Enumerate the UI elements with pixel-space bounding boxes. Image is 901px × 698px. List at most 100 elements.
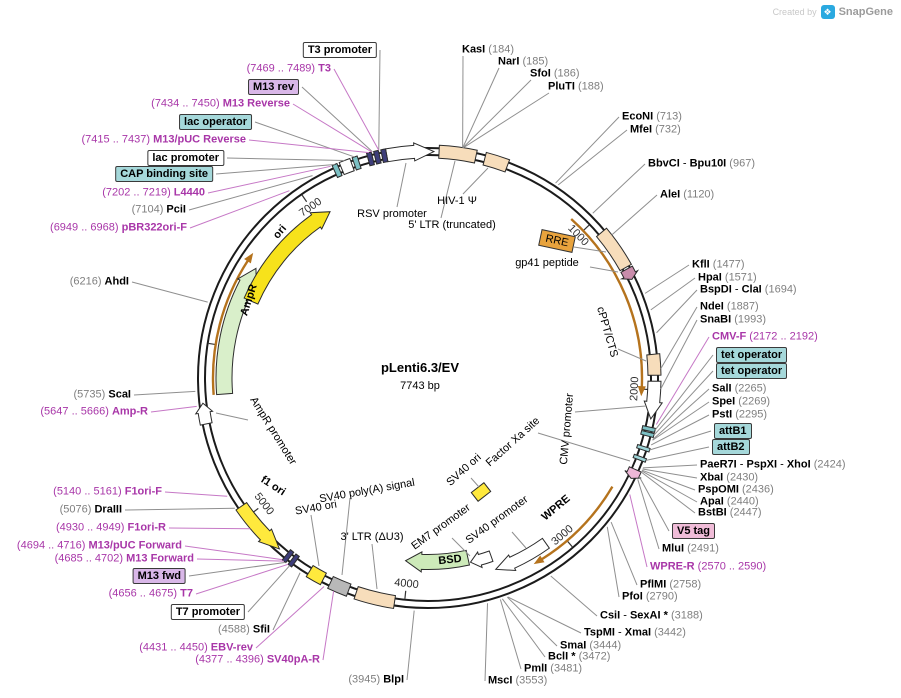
feature-label-cppt-cts[interactable]: cPPT/CTS: [594, 305, 620, 358]
feature-f1-ori[interactable]: [235, 501, 281, 550]
site-label-spei[interactable]: SpeI (2269): [712, 396, 770, 409]
site-label-m13-rev[interactable]: M13 rev: [248, 79, 299, 95]
feature-label-rre[interactable]: RRE: [538, 229, 576, 253]
site-label-kfli[interactable]: KflI (1477): [692, 259, 745, 272]
feature-sv40-ori-ring[interactable]: [305, 564, 328, 586]
site-label-ndei[interactable]: NdeI (1887): [700, 301, 759, 314]
site-label-pcii[interactable]: (7104) PciI: [132, 204, 186, 217]
feature-label-em7-promoter[interactable]: EM7 promoter: [409, 501, 473, 552]
site-label-lac-promoter[interactable]: lac promoter: [147, 150, 224, 166]
feature-label-hiv1-psi[interactable]: HIV-1 Ψ: [437, 195, 477, 207]
site-label-blpi[interactable]: (3945) BlpI: [348, 674, 404, 687]
feature-rect-sv40-ori-inner[interactable]: [470, 482, 492, 502]
site-label-box-tet-operator-2[interactable]: tet operator: [716, 363, 788, 379]
site-label-sali[interactable]: SalI (2265): [712, 383, 766, 396]
feature-cmv-promoter[interactable]: [643, 380, 664, 420]
site-label-wpre-r[interactable]: WPRE-R (2570 .. 2590): [650, 561, 766, 574]
site-label-sfii[interactable]: (4588) SfiI: [218, 624, 270, 637]
feature-cppt-cts[interactable]: [646, 353, 662, 376]
site-label-box-v5-tag[interactable]: V5 tag: [672, 523, 716, 539]
site-label-bstbi[interactable]: BstBI (2447): [698, 507, 762, 520]
site-label-v5-tag[interactable]: V5 tag: [672, 523, 716, 539]
feature-three-ltr-du3[interactable]: [353, 585, 397, 610]
site-label-tet-operator-2[interactable]: tet operator: [716, 363, 788, 379]
feature-t3-site[interactable]: [373, 149, 382, 165]
site-label-mlui[interactable]: MluI (2491): [662, 543, 719, 556]
site-label-cmv-f[interactable]: CMV-F (2172 .. 2192): [712, 331, 818, 344]
feature-sv40-ori-inner[interactable]: [470, 482, 492, 502]
site-label-m13-puc-forward[interactable]: (4694 .. 4716) M13/pUC Forward: [17, 540, 182, 553]
feature-label-sv40-ori-2[interactable]: SV40 ori: [444, 451, 483, 488]
site-label-scai[interactable]: (5735) ScaI: [74, 389, 132, 402]
site-label-cap-binding-site[interactable]: CAP binding site: [115, 166, 213, 182]
site-label-tspmi-xmai[interactable]: TspMI - XmaI (3442): [584, 627, 686, 640]
feature-label-bsd[interactable]: BSD: [438, 553, 462, 567]
site-label-t3[interactable]: (7469 .. 7489) T3: [247, 63, 331, 76]
feature-sv40-promoter[interactable]: [494, 537, 551, 572]
site-label-t7-promoter[interactable]: T7 promoter: [170, 604, 245, 620]
feature-t7-m13-fwd-site-1[interactable]: [287, 553, 301, 568]
feature-label-factor-xa-site[interactable]: Factor Xa site: [484, 415, 542, 469]
site-label-nari[interactable]: NarI (185): [498, 56, 548, 69]
site-label-l4440[interactable]: (7202 .. 7219) L4440: [102, 187, 205, 200]
site-label-msci[interactable]: MscI (3553): [488, 675, 547, 688]
site-label-pbr322ori-f[interactable]: (6949 .. 6968) pBR322ori-F: [50, 222, 187, 235]
feature-rsv-promoter[interactable]: [384, 142, 436, 163]
feature-label-ampr-promoter[interactable]: AmpR promoter: [247, 395, 298, 467]
feature-lac-promoter[interactable]: [338, 157, 355, 176]
site-label-hpai[interactable]: HpaI (1571): [698, 272, 757, 285]
feature-sv40-polya-signal[interactable]: [327, 575, 352, 597]
site-label-bspdi-clai[interactable]: BspDI - ClaI (1694): [700, 284, 797, 297]
site-label-t7[interactable]: (4656 .. 4675) T7: [109, 588, 193, 601]
site-label-m13-forward[interactable]: (4685 .. 4702) M13 Forward: [55, 553, 194, 566]
site-label-f1ori-r[interactable]: (4930 .. 4949) F1ori-R: [56, 522, 166, 535]
site-label-ahdi[interactable]: (6216) AhdI: [70, 276, 129, 289]
feature-label-cmv-promoter[interactable]: CMV promoter: [558, 393, 576, 466]
site-label-econi[interactable]: EcoNI (713): [622, 111, 682, 124]
site-label-psti[interactable]: PstI (2295): [712, 409, 767, 422]
site-label-box-m13-rev[interactable]: M13 rev: [248, 79, 299, 95]
feature-ori[interactable]: [243, 211, 331, 305]
site-label-m13-reverse[interactable]: (7434 .. 7450) M13 Reverse: [151, 98, 290, 111]
site-label-alei[interactable]: AleI (1120): [660, 189, 714, 202]
site-label-sv40pa-r[interactable]: (4377 .. 4396) SV40pA-R: [195, 654, 320, 667]
site-label-f1ori-f[interactable]: (5140 .. 5161) F1ori-F: [53, 486, 162, 499]
feature-gp41-peptide[interactable]: [619, 265, 640, 280]
site-label-pflmi[interactable]: PflMI (2758): [640, 579, 701, 592]
feature-label-box-rre[interactable]: [538, 229, 576, 253]
site-label-amp-r[interactable]: (5647 .. 5666) Amp-R: [40, 406, 148, 419]
site-label-pfoi[interactable]: PfoI (2790): [622, 591, 678, 604]
feature-em7-promoter[interactable]: [469, 550, 494, 569]
feature-t7-m13-fwd-site-2[interactable]: [281, 548, 295, 564]
feature-label-five-ltr-truncated[interactable]: 5' LTR (truncated): [408, 219, 495, 231]
site-label-attb2[interactable]: attB2: [712, 439, 750, 455]
site-label-lac-operator[interactable]: lac operator: [179, 114, 252, 130]
feature-v5-tag[interactable]: [624, 466, 642, 479]
site-label-snabi[interactable]: SnaBI (1993): [700, 314, 766, 327]
site-label-kasi[interactable]: KasI (184): [462, 44, 514, 57]
site-label-box-m13-fwd[interactable]: M13 fwd: [132, 568, 186, 584]
site-label-csii-sexai[interactable]: CsiI - SexAI * (3188): [600, 610, 703, 623]
site-label-box-lac-promoter[interactable]: lac promoter: [147, 150, 224, 166]
feature-label-rsv-promoter[interactable]: RSV promoter: [357, 208, 427, 220]
site-label-box-t3-promoter[interactable]: T3 promoter: [302, 42, 377, 58]
site-label-box-lac-operator[interactable]: lac operator: [179, 114, 252, 130]
site-label-mfei[interactable]: MfeI (732): [630, 124, 681, 137]
site-label-box-t7-promoter[interactable]: T7 promoter: [170, 604, 245, 620]
site-label-m13-fwd[interactable]: M13 fwd: [132, 568, 186, 584]
feature-ampr-promoter[interactable]: [194, 402, 214, 426]
site-label-draiii[interactable]: (5076) DraIII: [60, 504, 122, 517]
feature-label-sv40-promoter[interactable]: SV40 promoter: [464, 493, 531, 546]
site-label-box-tet-operator-1[interactable]: tet operator: [716, 347, 788, 363]
feature-hiv1-psi[interactable]: [482, 151, 511, 173]
site-label-bbvci-bpu10i[interactable]: BbvCI - Bpu10I (967): [648, 158, 755, 171]
feature-label-wpre[interactable]: WPRE: [540, 493, 573, 523]
site-label-apai[interactable]: ApaI (2440): [700, 496, 759, 509]
site-label-m13-puc-reverse[interactable]: (7415 .. 7437) M13/pUC Reverse: [82, 134, 247, 147]
site-label-pluti[interactable]: PluTI (188): [548, 81, 604, 94]
site-label-pspomi[interactable]: PspOMI (2436): [698, 484, 774, 497]
site-label-xbai[interactable]: XbaI (2430): [700, 472, 758, 485]
site-label-box-attb1[interactable]: attB1: [714, 423, 752, 439]
site-label-sfoi[interactable]: SfoI (186): [530, 68, 580, 81]
site-label-attb1[interactable]: attB1: [714, 423, 752, 439]
